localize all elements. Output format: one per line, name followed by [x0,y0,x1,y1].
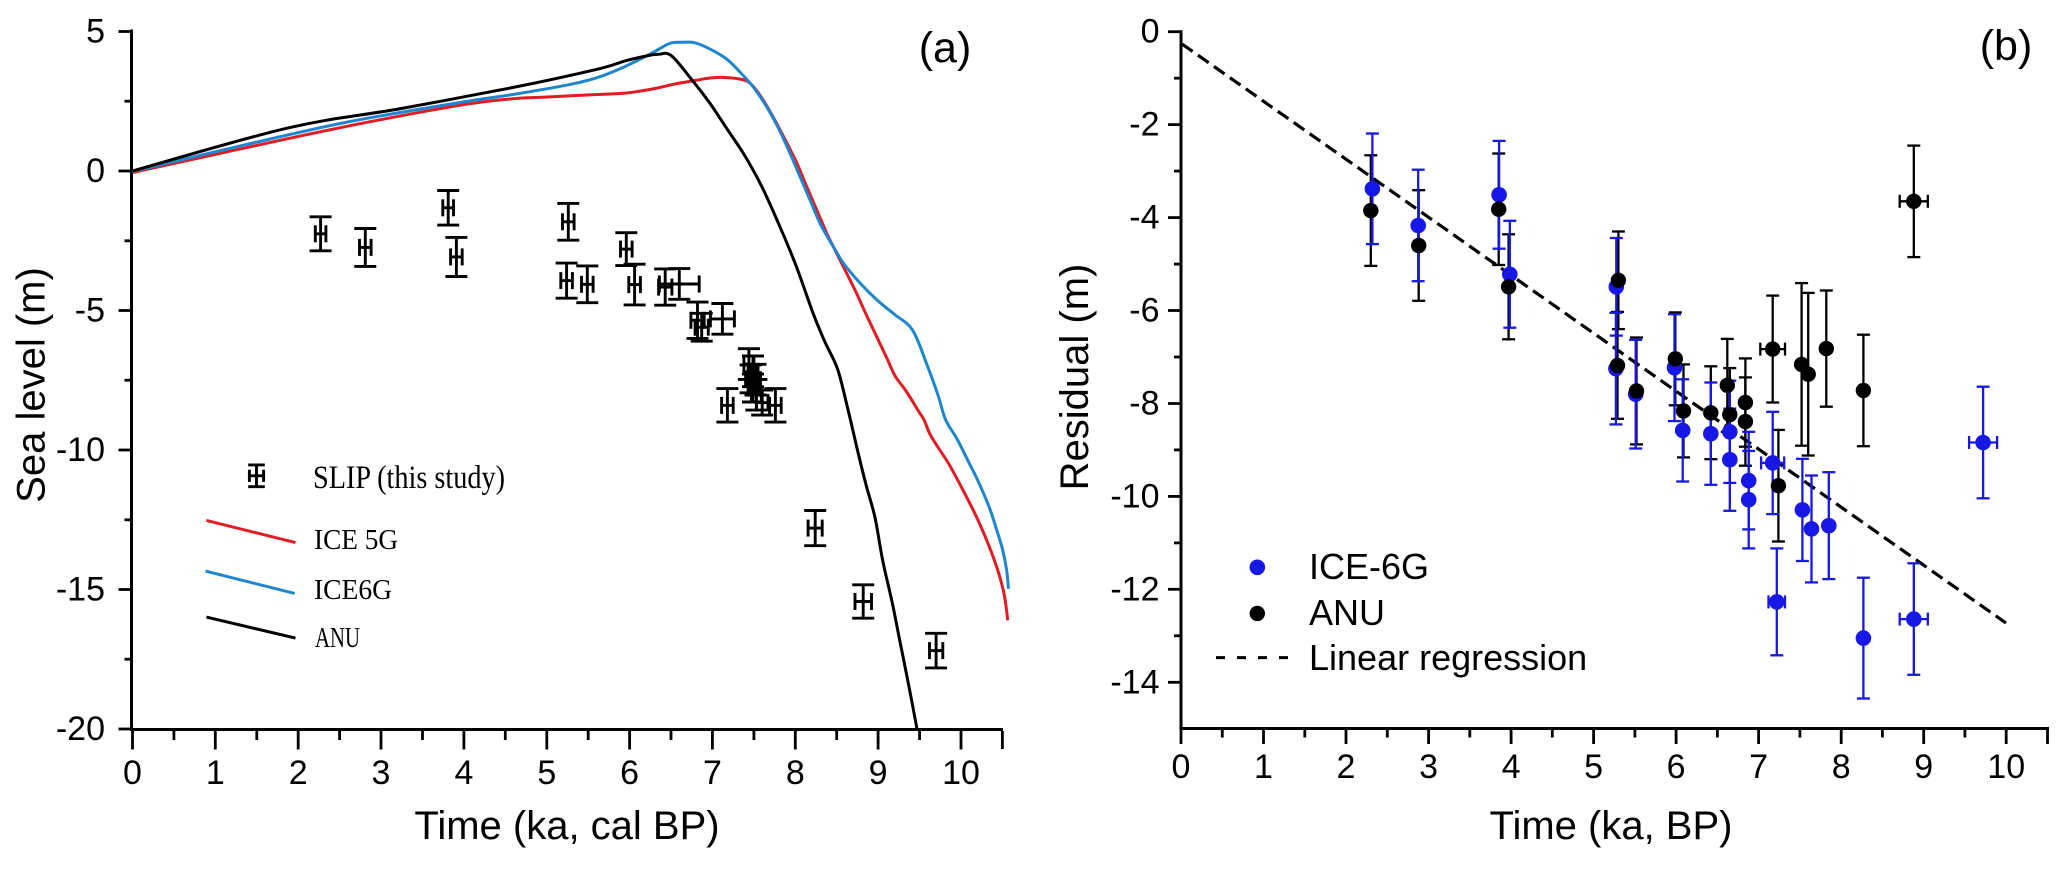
svg-text:-10: -10 [1110,477,1159,515]
svg-text:-6: -6 [1129,292,1159,330]
svg-text:-8: -8 [1129,385,1159,423]
svg-text:-14: -14 [1110,663,1159,701]
svg-text:-12: -12 [1110,570,1159,608]
svg-text:5: 5 [1584,748,1603,786]
svg-text:0: 0 [1141,13,1160,51]
svg-text:0: 0 [86,152,105,190]
svg-text:Time (ka, cal BP): Time (ka, cal BP) [414,804,719,848]
svg-text:-10: -10 [56,431,105,469]
svg-text:5: 5 [86,13,105,51]
svg-text:SLIP (this study): SLIP (this study) [313,460,505,496]
svg-text:0: 0 [123,754,142,792]
svg-text:Residual (m): Residual (m) [1053,264,1097,491]
svg-text:7: 7 [703,754,722,792]
svg-text:6: 6 [1667,748,1686,786]
svg-text:5: 5 [537,754,556,792]
svg-text:9: 9 [1914,748,1933,786]
svg-text:6: 6 [620,754,639,792]
svg-text:Time (ka, BP): Time (ka, BP) [1490,804,1733,848]
svg-text:4: 4 [1502,748,1521,786]
svg-text:10: 10 [942,754,980,792]
svg-text:ICE-6G: ICE-6G [1309,546,1429,587]
svg-text:10: 10 [1987,748,2025,786]
svg-text:-5: -5 [75,292,105,330]
svg-text:-2: -2 [1129,106,1159,144]
svg-text:3: 3 [1419,748,1438,786]
svg-text:ICE 5G: ICE 5G [314,524,398,556]
svg-text:-4: -4 [1129,199,1159,237]
svg-text:2: 2 [1337,748,1356,786]
svg-text:-20: -20 [56,710,105,748]
svg-text:8: 8 [1832,748,1851,786]
svg-text:ICE6G: ICE6G [314,574,392,606]
svg-text:(a): (a) [919,24,972,72]
svg-text:7: 7 [1749,748,1768,786]
svg-text:2: 2 [289,754,308,792]
svg-text:(b): (b) [1980,22,2033,70]
svg-text:8: 8 [786,754,805,792]
svg-text:Linear regression: Linear regression [1309,637,1587,678]
svg-text:Sea level (m): Sea level (m) [10,267,54,503]
svg-text:3: 3 [372,754,391,792]
svg-text:ANU: ANU [315,623,360,654]
svg-text:0: 0 [1172,748,1191,786]
svg-text:4: 4 [454,754,473,792]
svg-text:-15: -15 [56,571,105,609]
svg-text:ANU: ANU [1309,592,1385,633]
svg-text:9: 9 [869,754,888,792]
svg-text:1: 1 [206,754,225,792]
svg-text:1: 1 [1254,748,1273,786]
